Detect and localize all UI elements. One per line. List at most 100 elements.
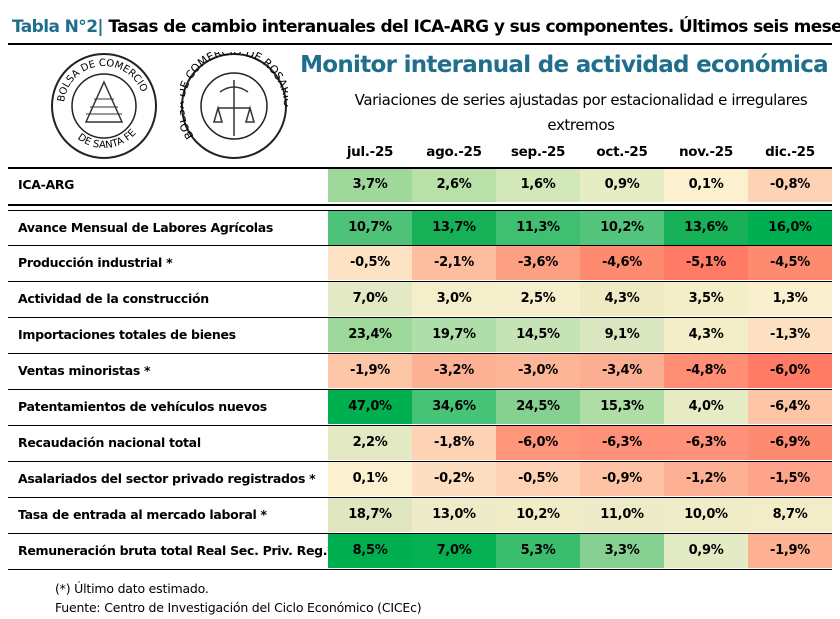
table-row: Tasa de entrada al mercado laboral * 18,7… — [8, 498, 832, 534]
value-cell: 24,5% — [496, 390, 580, 424]
bolsa-rosario-logo: BOLSA DE COMERCIO DE ROSARIO — [180, 52, 288, 159]
subtitle-line-2: extremos — [547, 116, 615, 134]
table-row: Actividad de la construcción 7,0% 3,0% 2,5%… — [8, 282, 832, 318]
row-label: Ventas minoristas * — [18, 363, 151, 378]
value-cell: 8,5% — [328, 534, 412, 568]
value-cell: -3,6% — [496, 246, 580, 280]
value-cell: -1,9% — [328, 354, 412, 388]
value-cell: 7,0% — [412, 534, 496, 568]
value-cell: 7,0% — [328, 282, 412, 316]
value-cell: 13,0% — [412, 498, 496, 532]
value-cell: 10,2% — [496, 498, 580, 532]
value-cell: 4,3% — [580, 282, 664, 316]
monitor-title: Monitor interanual de actividad económic… — [300, 52, 829, 78]
footnote: (*) Último dato estimado. — [55, 581, 209, 596]
row-label: Asalariados del sector privado registrad… — [18, 471, 316, 486]
subtitle-line-1: Variaciones de series ajustadas por esta… — [354, 91, 808, 109]
table-row: Avance Mensual de Labores Agrícolas 10,7%… — [8, 210, 832, 246]
column-header: nov.-25 — [678, 144, 733, 160]
value-cell: 9,1% — [580, 318, 664, 352]
value-cell: -0,5% — [328, 246, 412, 280]
value-cell: -6,0% — [496, 426, 580, 460]
value-cell: 34,6% — [412, 390, 496, 424]
value-cell: 15,3% — [580, 390, 664, 424]
value-cell: -6,4% — [748, 390, 832, 424]
value-cell: 1,6% — [496, 168, 580, 202]
value-cell: -3,2% — [412, 354, 496, 388]
value-cell: -6,3% — [580, 426, 664, 460]
table-row: Asalariados del sector privado registrad… — [8, 462, 832, 498]
value-cell: 16,0% — [748, 211, 832, 245]
row-label: Tasa de entrada al mercado laboral * — [18, 507, 267, 522]
value-cell: 0,1% — [328, 462, 412, 496]
value-cell: 2,6% — [412, 168, 496, 202]
value-cell: -1,2% — [664, 462, 748, 496]
table-row: Remuneración bruta total Real Sec. Priv.… — [8, 534, 832, 570]
value-cell: -0,9% — [580, 462, 664, 496]
value-cell: 23,4% — [328, 318, 412, 352]
value-cell: -5,1% — [664, 246, 748, 280]
value-cell: 3,3% — [580, 534, 664, 568]
value-cell: -1,9% — [748, 534, 832, 568]
table-title: Tabla N°2| Tasas de cambio interanuales … — [12, 17, 840, 37]
value-cell: -6,3% — [664, 426, 748, 460]
value-cell: 0,9% — [580, 168, 664, 202]
value-cell: -4,8% — [664, 354, 748, 388]
column-header: dic.-25 — [765, 144, 815, 160]
bolsa-santa-fe-logo: BOLSA DE COMERCIO DE SANTA FE — [51, 53, 157, 159]
value-cell: -2,1% — [412, 246, 496, 280]
value-cell: 10,0% — [664, 498, 748, 532]
table-row: Importaciones totales de bienes 23,4% 19,7… — [8, 318, 832, 354]
row-label: Patentamientos de vehículos nuevos — [18, 399, 267, 414]
row-label: ICA-ARG — [18, 177, 75, 192]
value-cell: -1,5% — [748, 462, 832, 496]
column-header: sep.-25 — [510, 144, 566, 160]
value-cell: 19,7% — [412, 318, 496, 352]
table-row: Ventas minoristas * -1,9% -3,2% -3,0% -3,4% -… — [8, 354, 832, 390]
value-cell: 5,3% — [496, 534, 580, 568]
table-row: Patentamientos de vehículos nuevos 47,0% 3… — [8, 390, 832, 426]
value-cell: 11,0% — [580, 498, 664, 532]
value-cell: 4,3% — [664, 318, 748, 352]
value-cell: 0,1% — [664, 168, 748, 202]
monitor-subtitle: Variaciones de series ajustadas por esta… — [330, 88, 832, 138]
value-cell: -4,6% — [580, 246, 664, 280]
value-cell: 13,6% — [664, 211, 748, 245]
value-cell: 11,3% — [496, 211, 580, 245]
row-label: Importaciones totales de bienes — [18, 327, 236, 342]
title-rule — [8, 43, 832, 45]
value-cell: 14,5% — [496, 318, 580, 352]
value-cell: 3,5% — [664, 282, 748, 316]
value-cell: 1,3% — [748, 282, 832, 316]
value-cell: 13,7% — [412, 211, 496, 245]
value-cell: -0,5% — [496, 462, 580, 496]
value-cell: 8,7% — [748, 498, 832, 532]
title-separator: | — [97, 17, 104, 37]
value-cell: -1,8% — [412, 426, 496, 460]
column-header: jul.-25 — [346, 144, 394, 160]
column-header: oct.-25 — [596, 144, 648, 160]
value-cell: 2,5% — [496, 282, 580, 316]
value-cell: 0,9% — [664, 534, 748, 568]
row-label: Remuneración bruta total Real Sec. Priv.… — [18, 543, 334, 558]
table-number: Tabla N°2 — [12, 17, 98, 37]
row-label: Actividad de la construcción — [18, 291, 209, 306]
value-cell: -6,9% — [748, 426, 832, 460]
source-note: Fuente: Centro de Investigación del Cicl… — [55, 600, 422, 615]
value-cell: -1,3% — [748, 318, 832, 352]
header-rule — [8, 167, 832, 169]
row-label: Avance Mensual de Labores Agrícolas — [18, 220, 274, 235]
value-cell: -0,8% — [748, 168, 832, 202]
row-label: Producción industrial * — [18, 255, 173, 270]
column-header: ago.-25 — [426, 144, 482, 160]
value-cell: -3,4% — [580, 354, 664, 388]
value-cell: 4,0% — [664, 390, 748, 424]
value-cell: 3,0% — [412, 282, 496, 316]
table-title-text: Tasas de cambio interanuales del ICA-ARG… — [108, 17, 840, 37]
value-cell: 10,2% — [580, 211, 664, 245]
double-rule — [8, 204, 832, 206]
value-cell: 3,7% — [328, 168, 412, 202]
value-cell: 2,2% — [328, 426, 412, 460]
value-cell: 10,7% — [328, 211, 412, 245]
value-cell: 18,7% — [328, 498, 412, 532]
